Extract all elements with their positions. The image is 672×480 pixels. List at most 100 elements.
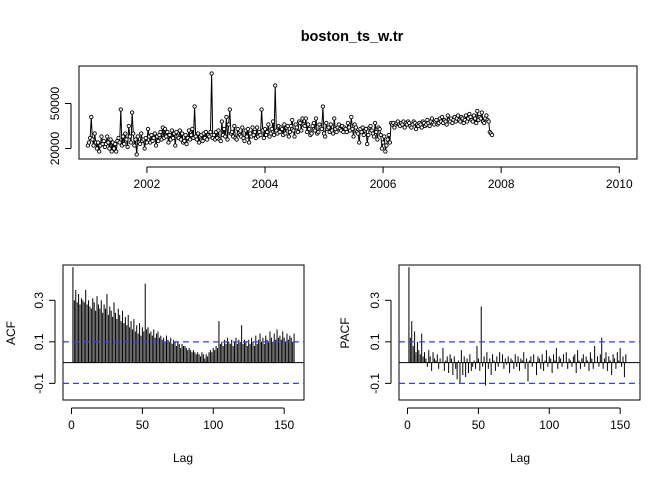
data-point xyxy=(266,122,271,127)
data-point xyxy=(195,131,201,136)
data-point xyxy=(95,140,101,145)
data-point xyxy=(271,132,277,138)
data-point xyxy=(434,117,439,123)
data-point xyxy=(227,107,232,112)
data-point xyxy=(153,143,159,148)
data-point xyxy=(360,125,365,130)
data-point xyxy=(244,134,249,139)
data-point xyxy=(413,126,419,132)
ts-x-tick-label: 2004 xyxy=(252,177,279,191)
acf-marks xyxy=(63,267,304,384)
data-point xyxy=(294,125,299,130)
data-point xyxy=(316,129,321,135)
data-point xyxy=(97,149,102,154)
data-point xyxy=(142,146,147,151)
data-point xyxy=(120,134,126,139)
acf-y-tick-label: 0.3 xyxy=(32,292,46,309)
data-point xyxy=(380,140,386,145)
ts-x-tick-label: 2008 xyxy=(488,177,515,191)
data-point xyxy=(135,134,140,139)
data-point xyxy=(126,123,131,129)
data-point xyxy=(384,143,389,148)
data-point xyxy=(283,131,288,136)
data-point xyxy=(186,128,192,133)
chart-title: boston_ts_w.tr xyxy=(301,29,404,45)
acf-x-tick-label: 0 xyxy=(68,418,75,432)
data-point xyxy=(221,126,227,132)
data-point xyxy=(229,129,235,135)
ts-x-tick-label: 2006 xyxy=(370,177,397,191)
data-point xyxy=(350,126,355,132)
pacf-x-tick-label: 100 xyxy=(539,418,559,432)
pacf-panel: 0 50 100 150 -0.1 0.1 0.3 Lag PACF xyxy=(338,264,641,465)
data-point xyxy=(169,128,175,133)
data-point xyxy=(174,129,179,135)
data-point xyxy=(472,116,478,121)
data-point xyxy=(184,141,189,147)
data-point xyxy=(330,131,336,136)
data-point xyxy=(379,146,385,151)
data-point xyxy=(429,116,435,121)
data-point xyxy=(268,131,273,136)
data-point xyxy=(336,122,341,127)
data-point xyxy=(298,120,303,126)
data-point xyxy=(378,132,383,138)
data-point xyxy=(109,149,114,154)
data-point xyxy=(282,122,287,127)
data-point xyxy=(300,116,305,121)
data-point xyxy=(158,129,163,135)
time-series-axes: 2002 2004 2006 2008 2010 20000 50000 xyxy=(48,86,633,191)
data-point xyxy=(203,129,209,135)
data-point xyxy=(107,146,112,151)
data-point xyxy=(304,129,310,135)
data-point xyxy=(355,131,361,136)
data-point xyxy=(216,128,221,133)
data-point xyxy=(224,114,229,120)
data-point xyxy=(232,123,237,129)
data-point xyxy=(277,129,282,135)
data-point xyxy=(262,126,268,132)
data-point xyxy=(162,126,168,132)
data-point xyxy=(427,123,432,129)
data-point xyxy=(286,134,291,139)
data-point xyxy=(484,113,489,118)
data-point xyxy=(187,137,193,142)
data-point xyxy=(99,134,104,139)
data-point xyxy=(86,140,92,145)
data-point xyxy=(111,146,117,151)
data-point xyxy=(207,134,212,139)
acf-y-tick-label: -0.1 xyxy=(32,373,46,394)
data-point xyxy=(368,123,373,129)
acf-y-axis-label: ACF xyxy=(4,321,18,345)
data-point xyxy=(273,83,278,88)
data-point xyxy=(134,152,139,157)
data-point xyxy=(419,125,424,130)
data-point xyxy=(269,126,274,132)
data-point xyxy=(303,116,309,121)
data-point xyxy=(152,131,158,136)
data-point xyxy=(209,71,214,76)
data-point xyxy=(125,144,130,150)
data-point xyxy=(208,129,213,135)
acf-axes: 0 50 100 150 -0.1 0.1 0.3 xyxy=(32,292,294,432)
acf-panel: 0 50 100 150 -0.1 0.1 0.3 Lag ACF xyxy=(4,264,305,465)
pacf-plot-box xyxy=(398,264,641,401)
pacf-x-tick-label: 50 xyxy=(472,418,486,432)
data-point xyxy=(129,110,135,115)
data-point xyxy=(149,132,154,138)
data-point xyxy=(105,134,110,139)
data-point xyxy=(489,132,495,138)
data-point xyxy=(313,116,319,121)
data-point xyxy=(139,131,144,136)
ts-y-tick-label: 50000 xyxy=(48,86,62,120)
data-point xyxy=(326,125,331,130)
data-point xyxy=(292,134,297,139)
data-point xyxy=(291,128,296,133)
data-point xyxy=(387,140,393,145)
acf-x-tick-label: 100 xyxy=(203,418,223,432)
data-point xyxy=(112,141,118,147)
pacf-y-tick-label: 0.1 xyxy=(368,333,382,350)
data-point xyxy=(357,140,362,145)
data-point xyxy=(285,123,290,129)
acf-x-tick-label: 150 xyxy=(274,418,294,432)
